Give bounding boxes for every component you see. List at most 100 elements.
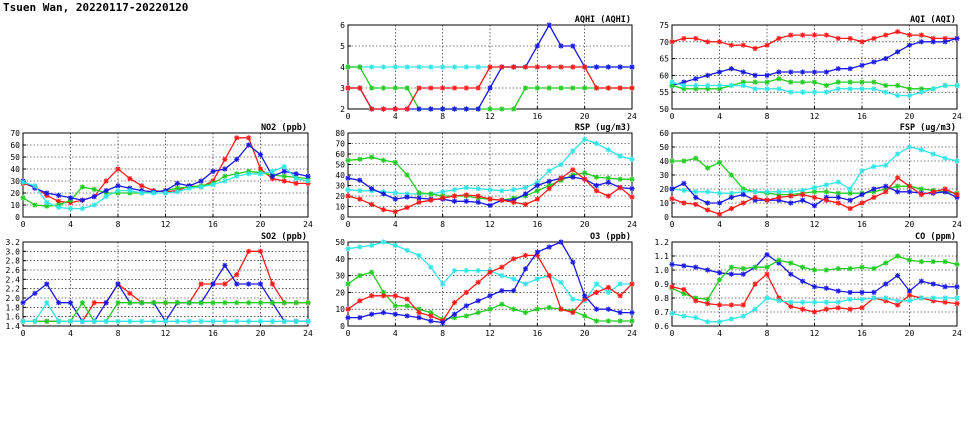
y-tick-label: 80 — [335, 129, 345, 138]
data-point — [67, 318, 74, 324]
data-point — [859, 200, 865, 206]
data-point — [605, 85, 611, 91]
data-point — [570, 296, 576, 302]
data-point — [681, 82, 687, 89]
x-tick-label: 24 — [303, 220, 313, 229]
data-point — [451, 198, 458, 204]
data-point — [764, 72, 770, 78]
data-point — [883, 162, 889, 168]
data-point — [56, 192, 62, 198]
data-point — [269, 300, 275, 306]
data-point — [487, 64, 493, 70]
data-point — [716, 39, 723, 45]
data-point — [475, 298, 481, 304]
data-point — [918, 32, 924, 38]
data-point — [222, 318, 228, 324]
data-point — [475, 279, 481, 285]
data-point — [186, 318, 192, 324]
data-point — [162, 318, 169, 324]
data-point — [811, 309, 818, 315]
x-tick-label: 0 — [670, 220, 675, 229]
x-tick-label: 16 — [533, 112, 543, 121]
data-point — [705, 189, 711, 195]
aqi-series-cyan — [669, 79, 960, 99]
data-point — [800, 299, 806, 305]
data-point — [357, 273, 363, 279]
data-point — [210, 182, 216, 188]
data-point — [369, 85, 375, 91]
y-tick-label: 30 — [10, 177, 20, 186]
data-point — [451, 64, 458, 70]
data-point — [404, 64, 410, 70]
data-point — [463, 198, 469, 204]
data-point — [487, 187, 493, 193]
data-point — [558, 279, 564, 285]
data-point — [906, 144, 913, 150]
data-point — [404, 296, 410, 302]
data-point — [451, 193, 458, 199]
data-point — [103, 188, 109, 194]
data-point — [582, 136, 588, 142]
x-tick-label: 16 — [857, 329, 867, 338]
data-point — [44, 281, 50, 287]
data-point — [357, 156, 363, 162]
data-point — [871, 194, 877, 200]
data-point — [930, 189, 936, 195]
data-point — [475, 193, 481, 199]
data-point — [293, 176, 299, 182]
x-tick-label: 16 — [857, 220, 867, 229]
data-point — [716, 211, 723, 217]
data-point — [617, 318, 623, 324]
data-point — [210, 281, 216, 287]
data-point — [392, 196, 398, 202]
data-point — [416, 106, 422, 112]
y-tick-label: 3.2 — [6, 238, 21, 247]
data-point — [463, 289, 469, 295]
data-point — [558, 85, 564, 91]
data-point — [930, 281, 936, 287]
data-point — [764, 197, 770, 203]
data-point — [906, 42, 913, 48]
data-point — [859, 168, 865, 174]
o3-chart: 0 4 8 12 16 20 24 0 10 20 30 40 50 O3 (ppb) — [335, 232, 637, 338]
data-point — [669, 284, 675, 290]
y-tick-label: 5 — [340, 42, 345, 51]
x-tick-label: 20 — [256, 329, 266, 338]
data-point — [380, 106, 387, 112]
y-tick-label: 1.1 — [655, 252, 670, 261]
data-point — [475, 267, 481, 274]
no2-series-cyan — [20, 164, 311, 212]
data-point — [593, 174, 600, 180]
data-point — [440, 281, 446, 287]
data-point — [234, 300, 240, 306]
data-point — [369, 293, 375, 299]
data-point — [811, 32, 818, 38]
data-point — [895, 49, 901, 55]
data-point — [222, 281, 228, 287]
data-point — [681, 35, 687, 42]
data-point — [930, 259, 936, 265]
data-point — [269, 318, 275, 324]
data-point — [463, 267, 469, 274]
data-point — [487, 106, 493, 112]
data-point — [629, 85, 635, 91]
data-point — [534, 188, 540, 194]
data-point — [91, 194, 97, 200]
data-point — [115, 300, 121, 306]
data-point — [522, 252, 529, 259]
data-point — [570, 148, 576, 154]
x-tick-label: 8 — [440, 112, 445, 121]
co-series-green — [669, 253, 960, 302]
data-point — [617, 85, 623, 91]
data-point — [534, 85, 540, 91]
data-point — [835, 35, 841, 42]
y-tick-label: 2.2 — [6, 285, 21, 294]
data-point — [728, 206, 734, 212]
data-point — [617, 185, 623, 191]
data-point — [440, 106, 446, 112]
x-tick-label: 0 — [670, 329, 675, 338]
x-tick-label: 0 — [21, 220, 26, 229]
y-tick-label: 1.6 — [6, 313, 21, 322]
data-point — [357, 298, 363, 304]
